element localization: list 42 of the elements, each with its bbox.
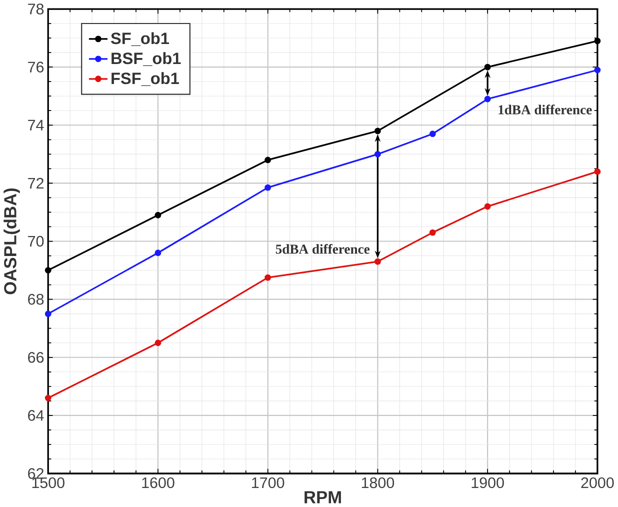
point	[484, 203, 491, 210]
y-tick-label: 70	[28, 236, 44, 247]
y-tick-label: 76	[28, 62, 44, 73]
point	[594, 38, 601, 44]
y-tick-label: 72	[28, 178, 44, 189]
point	[264, 156, 272, 164]
point	[594, 168, 601, 175]
y-tick-label: 66	[28, 352, 44, 363]
point	[374, 128, 381, 134]
point	[594, 66, 601, 74]
point	[484, 64, 491, 70]
point	[44, 310, 52, 318]
x-tick-label: 1500	[32, 477, 64, 488]
point	[264, 184, 272, 191]
x-tick-label: 1800	[362, 477, 394, 488]
point	[374, 258, 381, 265]
y-tick-label: 78	[28, 4, 44, 14]
point	[154, 250, 162, 256]
point	[429, 229, 436, 236]
legend-label: SF_ob1	[110, 32, 169, 46]
point	[44, 394, 52, 402]
point	[44, 267, 52, 274]
y-tick-label: 68	[28, 294, 44, 305]
point	[264, 274, 272, 281]
y-tick-label: 62	[28, 468, 44, 479]
legend-label: FSF_ob1	[112, 72, 179, 86]
legend-label: BSF_ob1	[112, 52, 181, 66]
y-tick-label: 74	[28, 120, 44, 130]
annotation: 5dBA difference	[276, 244, 370, 254]
x-tick-label: 1700	[252, 477, 284, 488]
point	[154, 340, 162, 346]
point	[484, 96, 491, 102]
point	[374, 151, 381, 158]
point	[154, 212, 162, 218]
x-axis-title: RPM	[304, 491, 341, 504]
x-tick-label: 1900	[472, 477, 504, 488]
x-tick-label: 1600	[142, 477, 174, 488]
x-tick-label: 2000	[581, 477, 614, 488]
annotation: 1dBA difference	[498, 104, 592, 114]
point	[429, 130, 436, 138]
y-tick-label: 64	[28, 410, 44, 421]
y-axis-title: OASPL(dBA)	[4, 188, 20, 294]
